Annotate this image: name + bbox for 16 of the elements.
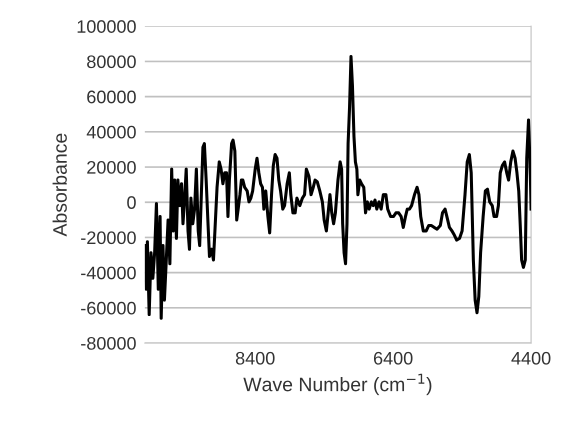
x-tick-label: 6400 bbox=[374, 352, 413, 365]
y-tick-label: -60000 bbox=[81, 302, 136, 315]
y-tick-label: 20000 bbox=[87, 160, 136, 174]
x-tick-label: 8400 bbox=[236, 352, 275, 365]
y-tick-label: 40000 bbox=[86, 126, 136, 139]
y-tick-label: -80000 bbox=[81, 336, 136, 350]
y-axis-title: Absorbance bbox=[52, 134, 67, 236]
x-axis-title: Wave Number (cm$^{−1}$) bbox=[243, 374, 432, 396]
y-tick-label: 0 bbox=[127, 196, 136, 209]
y-tick-label: 100000 bbox=[78, 20, 136, 33]
y-tick-label: -40000 bbox=[81, 266, 136, 280]
x-tick-label: 4400 bbox=[511, 352, 550, 365]
y-tick-label: 80000 bbox=[87, 55, 136, 68]
y-tick-label: -20000 bbox=[81, 231, 136, 244]
line-series bbox=[144, 54, 532, 320]
y-tick-label: 60000 bbox=[87, 90, 136, 104]
